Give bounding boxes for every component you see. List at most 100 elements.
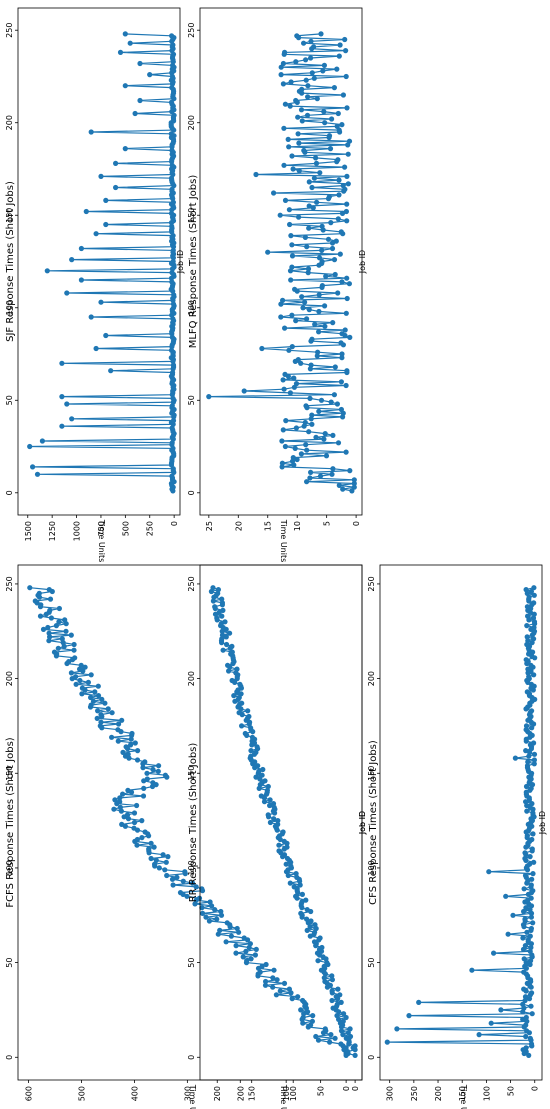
fcfs-data-point	[120, 749, 126, 756]
sjf-data-point	[147, 72, 153, 78]
sjf-xtick-label: 50	[5, 395, 14, 405]
fcfs-data-point	[79, 685, 85, 691]
fcfs-xtick-label: 250	[5, 576, 14, 591]
cfs-xtick-label: 0	[367, 1055, 376, 1060]
cfs-data-point	[531, 592, 537, 598]
fcfs-data-point	[203, 914, 209, 920]
sjf-data-point	[34, 471, 41, 477]
sjf-data-point	[168, 131, 174, 137]
fcfs-data-point	[327, 1039, 333, 1045]
sjf-data-point	[69, 416, 75, 422]
mlfq-data-point	[292, 445, 298, 451]
fcfs-data-point	[46, 630, 52, 636]
cfs-data-point	[529, 836, 535, 843]
rr-data-point	[338, 1028, 345, 1034]
mlfq-data-point	[339, 351, 345, 357]
fcfs-data-point	[73, 674, 79, 680]
fcfs-data-point	[300, 1014, 306, 1021]
fcfs-data-point	[248, 956, 254, 962]
cfs-data-point	[512, 755, 519, 761]
mlfq-data-point	[286, 347, 292, 353]
fcfs-data-point	[36, 590, 42, 597]
rr-data-point	[317, 935, 323, 941]
mlfq-data-point	[299, 294, 305, 300]
mlfq-data-point	[283, 418, 289, 424]
sjf-data-point	[113, 184, 119, 191]
sjf-data-point	[83, 208, 89, 215]
cfs-data-point	[520, 935, 526, 941]
fcfs-data-point	[109, 734, 115, 740]
sjf-ytick-label: 250	[146, 521, 155, 536]
cfs-data-point	[524, 623, 530, 629]
rr-data-point	[299, 891, 305, 898]
fcfs-data-point	[88, 672, 94, 678]
sjf-data-point	[88, 314, 94, 320]
sjf-data-point	[88, 129, 94, 135]
cfs-data-point	[394, 1026, 400, 1032]
cfs-data-point	[524, 689, 530, 695]
fcfs-data-point	[119, 717, 125, 723]
fcfs-title: FCFS Response Times (Short Jobs)	[5, 737, 16, 907]
mlfq-xtick-label: 0	[187, 490, 196, 495]
mlfq-data-point	[317, 170, 323, 176]
mlfq-data-point	[323, 273, 329, 279]
fcfs-data-point	[234, 925, 240, 932]
fcfs-data-point	[140, 793, 147, 799]
rr-data-point	[312, 922, 318, 928]
fcfs-data-point	[310, 1013, 316, 1019]
fcfs-data-point	[47, 596, 54, 602]
fcfs-data-point	[144, 776, 150, 782]
fcfs-data-point	[253, 946, 259, 953]
cfs-data-point	[523, 748, 529, 754]
mlfq-ytick-label: 10	[293, 521, 302, 531]
sjf-data-point	[93, 345, 99, 352]
mlfq-data-point	[298, 451, 304, 457]
fcfs-data-point	[59, 636, 65, 642]
fcfs-data-point	[78, 662, 84, 668]
rr-xtick-label: 250	[187, 576, 196, 591]
rr-data-point	[237, 681, 243, 687]
rr-data-point	[224, 641, 230, 648]
fcfs-data-point	[151, 844, 157, 850]
rr-data-point	[335, 986, 341, 992]
cfs-data-point	[531, 751, 538, 757]
rr-data-point	[293, 871, 299, 877]
mlfq-data-point	[296, 168, 302, 174]
fcfs-data-point	[73, 681, 79, 687]
mlfq-xlabel: Job ID	[358, 250, 367, 274]
rr-data-point	[304, 907, 310, 913]
rr-data-point	[270, 801, 277, 807]
rr-data-point	[246, 713, 252, 720]
rr-data-point	[280, 829, 286, 835]
mlfq-data-point	[282, 443, 288, 450]
mlfq-data-point	[308, 469, 314, 475]
rr-data-point	[229, 643, 235, 650]
rr-ytick-label: 150	[248, 1086, 257, 1101]
fcfs-data-point	[92, 689, 98, 695]
mlfq-data-point	[290, 455, 296, 461]
cfs-data-point	[527, 854, 533, 860]
fcfs-data-point	[155, 768, 161, 775]
sjf-data-point	[78, 245, 84, 252]
mlfq-data-point	[322, 431, 328, 437]
cfs-data-point	[528, 895, 534, 901]
cfs-data-point	[522, 916, 528, 922]
cfs-data-point	[523, 783, 530, 790]
mlfq-data-point	[328, 399, 334, 405]
mlfq-data-point	[319, 283, 325, 289]
mlfq-data-point	[344, 218, 350, 224]
fcfs-data-point	[218, 908, 224, 915]
rr-data-point	[210, 598, 216, 604]
mlfq-data-point	[339, 355, 345, 361]
fcfs-data-point	[129, 730, 135, 737]
cfs-data-point	[529, 846, 535, 852]
mlfq-data-point	[309, 412, 315, 418]
fcfs-ytick-label: 600	[25, 1086, 34, 1101]
mlfq-data-point	[292, 286, 298, 292]
cfs-data-point	[530, 831, 536, 837]
rr-data-point	[340, 1018, 346, 1024]
mlfq-data-point	[289, 242, 295, 248]
mlfq-data-point	[316, 329, 322, 335]
mlfq-data-point	[316, 292, 322, 298]
